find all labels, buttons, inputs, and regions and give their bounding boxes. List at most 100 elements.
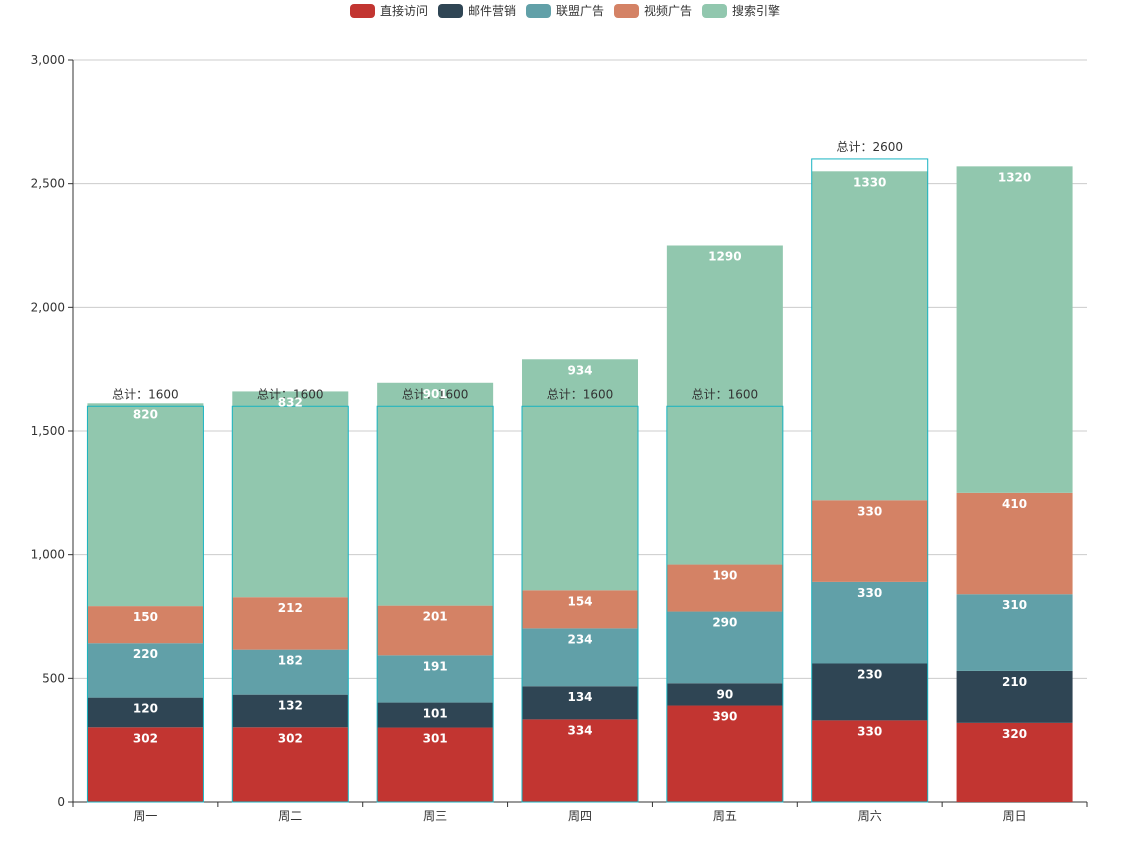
legend[interactable]: 直接访问 邮件营销 联盟广告 视频广告 搜索引擎 <box>350 3 780 18</box>
total-label: 总计：1600 <box>402 387 469 401</box>
bar-value-label: 302 <box>133 731 158 745</box>
legend-item[interactable]: 直接访问 <box>350 3 428 18</box>
bar-value-label: 290 <box>712 616 737 630</box>
x-tick-label: 周日 <box>1003 809 1027 823</box>
bar-segment[interactable] <box>956 722 1073 802</box>
bar-segment[interactable] <box>87 606 204 644</box>
bar-value-label: 212 <box>278 601 303 615</box>
bar-value-label: 220 <box>133 647 158 661</box>
bar-segment[interactable] <box>377 702 494 728</box>
bar-segment[interactable] <box>811 663 928 721</box>
x-tick-label: 周三 <box>423 809 447 823</box>
legend-label: 视频广告 <box>644 3 692 18</box>
bar-value-label: 320 <box>1002 727 1027 741</box>
bar-segment[interactable] <box>956 166 1073 493</box>
bar-segment[interactable] <box>956 594 1073 671</box>
legend-item[interactable]: 视频广告 <box>614 3 692 18</box>
bar-segment[interactable] <box>811 581 928 664</box>
x-tick-label: 周五 <box>713 809 737 823</box>
total-label: 总计：1600 <box>112 387 179 401</box>
bar-segment[interactable] <box>232 727 349 802</box>
bar-segment[interactable] <box>811 500 928 582</box>
legend-swatch <box>702 4 727 18</box>
legend-swatch <box>614 4 639 18</box>
total-overlays: 总计：1600 总计：1600 总计：1600 总计：1600 总计：1600 总计：26… <box>86 140 929 803</box>
bar-segment[interactable] <box>522 719 638 802</box>
bar-segment[interactable] <box>87 727 204 802</box>
bar-value-label: 310 <box>1002 598 1027 612</box>
y-tick-label: 1,500 <box>31 424 65 438</box>
bar-value-label: 1290 <box>708 250 741 264</box>
bar-segment[interactable] <box>811 720 928 802</box>
bar-value-label: 182 <box>278 654 303 668</box>
bar-segment[interactable] <box>232 597 349 650</box>
legend-item[interactable]: 邮件营销 <box>438 4 516 18</box>
total-outline <box>521 405 639 803</box>
legend-label: 联盟广告 <box>556 4 604 18</box>
bar-value-label: 330 <box>857 504 882 518</box>
total-outline <box>86 405 204 803</box>
bar-segment[interactable] <box>956 492 1073 595</box>
total-label: 总计：1600 <box>257 387 324 401</box>
x-tick-label: 周二 <box>278 809 302 823</box>
legend-item[interactable]: 联盟广告 <box>526 4 604 18</box>
y-tick-label: 3,000 <box>31 53 65 67</box>
bar-value-label: 901 <box>423 387 448 401</box>
bar-value-label: 150 <box>133 610 158 624</box>
total-outline <box>666 405 784 803</box>
bar-segment[interactable] <box>377 382 494 606</box>
legend-item[interactable]: 搜索引擎 <box>702 3 780 18</box>
total-outline <box>231 405 349 803</box>
legend-swatch <box>526 4 551 18</box>
bar-segment[interactable] <box>666 245 783 565</box>
bar-value-label: 230 <box>857 667 882 681</box>
legend-label: 搜索引擎 <box>732 3 780 18</box>
bar-segment[interactable] <box>232 649 349 695</box>
bar-segment[interactable] <box>232 391 349 598</box>
bar-segment[interactable] <box>522 359 638 591</box>
bar-value-label: 191 <box>423 659 448 673</box>
x-tick-label: 周六 <box>858 809 882 823</box>
bar-value-label: 302 <box>278 731 303 745</box>
bar-value-label: 201 <box>423 610 448 624</box>
bar-value-label: 154 <box>567 594 592 608</box>
bar-segment[interactable] <box>377 727 494 802</box>
bar-value-label: 132 <box>278 699 303 713</box>
bars <box>87 166 1073 802</box>
bar-value-label: 234 <box>567 632 592 646</box>
bar-value-label: 832 <box>278 395 303 409</box>
total-outline <box>376 405 494 803</box>
bar-segment[interactable] <box>666 683 783 706</box>
bar-segment[interactable] <box>87 697 204 728</box>
bar-segment[interactable] <box>87 643 204 698</box>
y-tick-label: 500 <box>42 671 65 685</box>
bar-value-label: 301 <box>423 732 448 746</box>
bar-segment[interactable] <box>232 694 349 728</box>
bar-value-label: 330 <box>857 724 882 738</box>
y-tick-label: 1,000 <box>31 548 65 562</box>
bar-segment[interactable] <box>666 611 783 684</box>
total-label: 总计：2600 <box>836 140 903 154</box>
bar-value-label: 101 <box>423 707 448 721</box>
bar-segment[interactable] <box>522 686 638 720</box>
bar-value-label: 210 <box>1002 675 1027 689</box>
bar-segment[interactable] <box>87 403 204 607</box>
bar-segment[interactable] <box>666 564 783 612</box>
bar-value-label: 190 <box>712 569 737 583</box>
bar-segment[interactable] <box>666 705 783 802</box>
bar-segment[interactable] <box>522 628 638 687</box>
bar-value-label: 90 <box>717 687 734 701</box>
bar-segment[interactable] <box>377 605 494 656</box>
y-tick-label: 2,500 <box>31 177 65 191</box>
bar-segment[interactable] <box>377 655 494 703</box>
bar-value-label: 820 <box>133 407 158 421</box>
bar-value-label: 1320 <box>998 170 1031 184</box>
bar-segment[interactable] <box>956 670 1073 723</box>
bar-segment[interactable] <box>811 171 928 501</box>
bar-value-label: 1330 <box>853 175 886 189</box>
bar-value-label: 390 <box>712 710 737 724</box>
legend-swatch <box>438 4 463 18</box>
bar-segment[interactable] <box>522 590 638 629</box>
